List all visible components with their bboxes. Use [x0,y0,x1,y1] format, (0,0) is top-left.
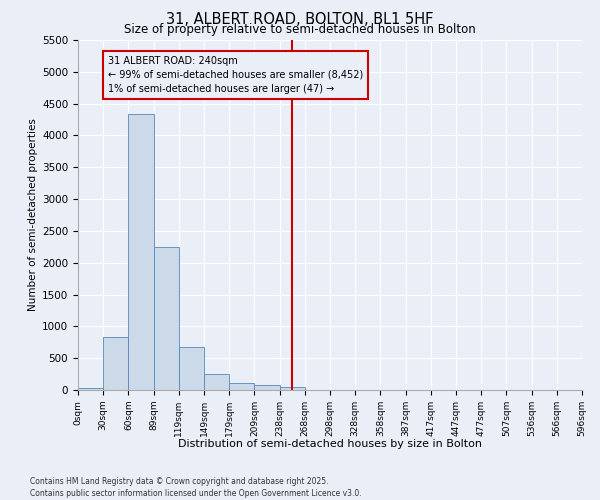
Text: Contains HM Land Registry data © Crown copyright and database right 2025.
Contai: Contains HM Land Registry data © Crown c… [30,476,362,498]
Bar [128,114,154,390]
Y-axis label: Number of semi-detached properties: Number of semi-detached properties [28,118,38,312]
X-axis label: Distribution of semi-detached houses by size in Bolton: Distribution of semi-detached houses by … [178,439,482,449]
Bar [229,383,254,390]
Bar [78,388,103,390]
Bar [154,247,179,390]
Bar [280,386,305,390]
Text: 31, ALBERT ROAD, BOLTON, BL1 5HF: 31, ALBERT ROAD, BOLTON, BL1 5HF [166,12,434,28]
Text: Size of property relative to semi-detached houses in Bolton: Size of property relative to semi-detach… [124,22,476,36]
Text: 31 ALBERT ROAD: 240sqm
← 99% of semi-detached houses are smaller (8,452)
1% of s: 31 ALBERT ROAD: 240sqm ← 99% of semi-det… [108,56,364,94]
Bar [254,385,280,390]
Bar [179,346,204,390]
Bar [204,374,229,390]
Bar [103,336,128,390]
